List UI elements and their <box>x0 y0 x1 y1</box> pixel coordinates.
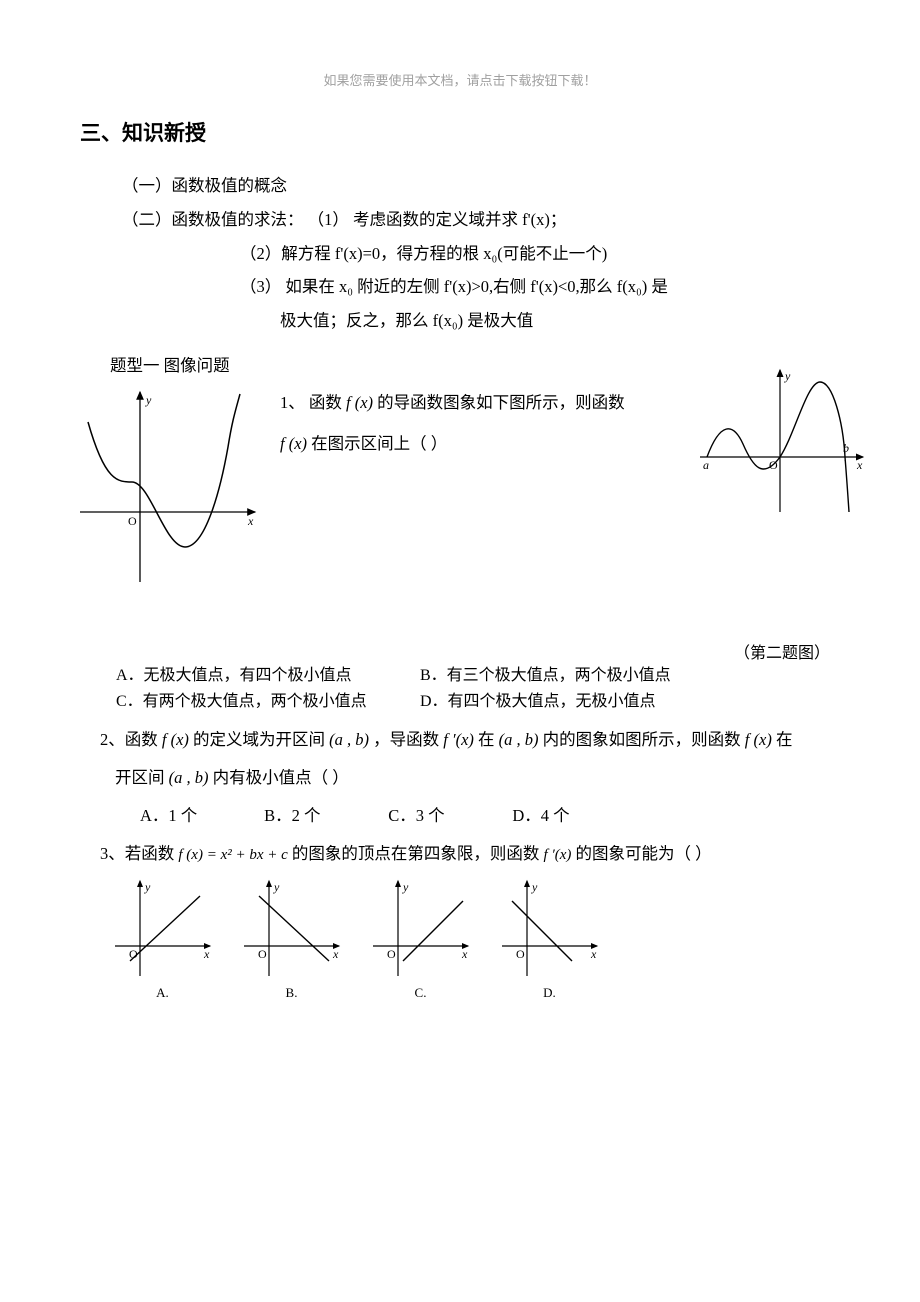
graph-d: y x O D. <box>497 876 602 1001</box>
step-3b: 极大值；反之，那么 f(x₀) 是极大值 <box>280 304 840 338</box>
step-2: （2）解方程 f'(x)=0，得方程的根 x₀(可能不止一个) <box>240 237 840 271</box>
svg-text:y: y <box>144 880 151 894</box>
q2-p6: 在 <box>772 730 793 749</box>
q2-p5: 内的图象如图所示，则函数 <box>539 730 745 749</box>
axis-y-label: y <box>145 393 152 407</box>
graph-c: y x O C. <box>368 876 473 1001</box>
fig2-caption: （第二题图） <box>80 639 830 663</box>
question-1-text: 1、 函数 f (x) 的导函数图象如下图所示，则函数 f (x) 在图示区间上… <box>280 382 680 465</box>
q1-opt-b: B．有三个极大值点，两个极小值点 <box>420 663 671 689</box>
svg-text:x: x <box>332 947 339 961</box>
q1-part-a: 1、 函数 <box>280 393 346 412</box>
q2-ab2: (a , b) <box>499 730 539 749</box>
page: 如果您需要使用本文档，请点击下载按钮下载！ 三、知识新授 （一）函数极值的概念 … <box>0 0 920 1062</box>
concept-2: （二）函数极值的求法： （1） 考虑函数的定义域并求 f'(x)； <box>122 203 840 237</box>
header-note: 如果您需要使用本文档，请点击下载按钮下载！ <box>80 70 840 89</box>
q2-fpx: f ′(x) <box>443 730 474 749</box>
q2-fx2: f (x) <box>745 730 772 749</box>
svg-text:x: x <box>590 947 597 961</box>
svg-text:O: O <box>516 947 525 961</box>
q2-p4: 在 <box>474 730 499 749</box>
q3-p1: 3、若函数 <box>100 844 178 863</box>
graph-q1-left: y x O <box>70 382 270 592</box>
q2-opt-d: D．4 个 <box>512 797 632 835</box>
axis-b-label: b <box>843 441 849 455</box>
question-1-block: y x O y x O a b 1、 函数 f (x) 的导函数图象如下图所示，… <box>80 382 840 635</box>
svg-text:x: x <box>461 947 468 961</box>
section-title: 三、知识新授 <box>80 117 840 147</box>
step-3a: （3） 如果在 x₀ 附近的左侧 f'(x)>0,右侧 f'(x)<0,那么 f… <box>240 270 840 304</box>
q3-graphs: y x O A. y x O B. y <box>110 876 840 1002</box>
graph-q1-right: y x O a b <box>695 362 870 522</box>
q1-part-b: 在图示区间上（ ） <box>307 434 447 453</box>
graph-a-label: A. <box>110 985 215 1001</box>
graph-c-label: C. <box>368 985 473 1001</box>
q1-opt-a: A．无极大值点，有四个极小值点 <box>116 663 416 689</box>
graph-b-svg: y x O <box>239 876 344 981</box>
q3-p3: 的图象可能为（ ） <box>571 844 711 863</box>
q3-formula: f (x) = x² + bx + c <box>178 847 287 863</box>
axis-y-label-2: y <box>784 369 791 383</box>
q2-ab3: (a , b) <box>169 768 209 787</box>
svg-text:O: O <box>129 947 138 961</box>
q2-l2a: 开区间 <box>115 768 169 787</box>
q1-opt-d: D．有四个极大值点，无极小值点 <box>420 689 656 715</box>
graph-b: y x O B. <box>239 876 344 1001</box>
graph-c-svg: y x O <box>368 876 473 981</box>
concept-1: （一）函数极值的概念 <box>122 169 840 203</box>
q2-opt-a: A．1 个 <box>140 797 260 835</box>
svg-text:O: O <box>258 947 267 961</box>
graph-a: y x O A. <box>110 876 215 1001</box>
svg-text:x: x <box>203 947 210 961</box>
axis-x-label-2: x <box>856 458 863 472</box>
q2-p2: 的定义域为开区间 <box>189 730 329 749</box>
q1-part-a2: 的导函数图象如下图所示，则函数 <box>373 393 625 412</box>
q2-opt-b: B．2 个 <box>264 797 384 835</box>
graph-b-label: B. <box>239 985 344 1001</box>
question-2: 2、函数 f (x) 的定义域为开区间 (a , b) ，导函数 f ′(x) … <box>100 721 840 797</box>
q1-options-row-1: A．无极大值点，有四个极小值点 B．有三个极大值点，两个极小值点 <box>116 663 840 689</box>
q2-ab: (a , b) <box>329 730 369 749</box>
q1-fx-2: f (x) <box>280 434 307 453</box>
svg-text:y: y <box>273 880 280 894</box>
q1-fx: f (x) <box>346 393 373 412</box>
q2-l2b: 内有极小值点（ ） <box>209 768 349 787</box>
axis-a-label: a <box>703 458 709 472</box>
q3-fpx: f ′(x) <box>544 847 572 863</box>
q2-p1: 2、函数 <box>100 730 162 749</box>
q2-p3: ，导函数 <box>369 730 443 749</box>
q2-fx: f (x) <box>162 730 189 749</box>
q2-options: A．1 个 B．2 个 C．3 个 D．4 个 <box>140 797 840 835</box>
graph-d-label: D. <box>497 985 602 1001</box>
q1-options-row-2: C．有两个极大值点，两个极小值点 D．有四个极大值点，无极小值点 <box>116 689 840 715</box>
graph-a-svg: y x O <box>110 876 215 981</box>
q2-opt-c: C．3 个 <box>388 797 508 835</box>
step-1: （1） 考虑函数的定义域并求 f'(x)； <box>308 210 567 229</box>
svg-text:y: y <box>531 880 538 894</box>
svg-text:y: y <box>402 880 409 894</box>
axis-o-label-2: O <box>769 458 778 472</box>
svg-text:O: O <box>387 947 396 961</box>
q1-opt-c: C．有两个极大值点，两个极小值点 <box>116 689 416 715</box>
axis-o-label: O <box>128 514 137 528</box>
q3-p2: 的图象的顶点在第四象限，则函数 <box>288 844 544 863</box>
concept-2-lead: （二）函数极值的求法： <box>122 210 304 229</box>
graph-d-svg: y x O <box>497 876 602 981</box>
question-3: 3、若函数 f (x) = x² + bx + c 的图象的顶点在第四象限，则函… <box>100 837 840 870</box>
axis-x-label: x <box>247 514 254 528</box>
